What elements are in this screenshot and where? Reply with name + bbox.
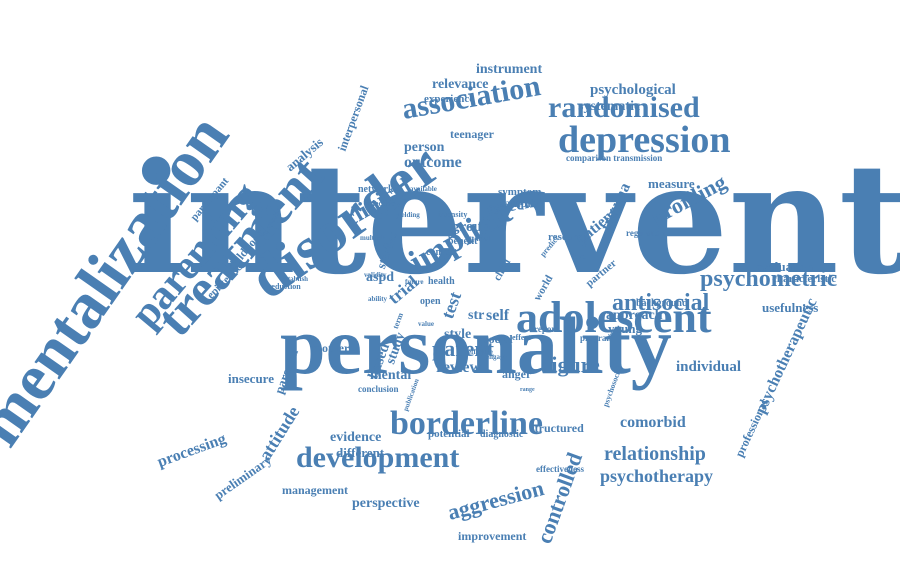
cloud-word: aggression	[445, 477, 546, 524]
cloud-word: general	[468, 236, 490, 243]
cloud-word: effect	[512, 334, 531, 342]
cloud-word: background	[636, 299, 688, 309]
cloud-word: validity	[364, 272, 387, 279]
cloud-word: comparison transmission	[566, 154, 662, 163]
cloud-word: comorbid	[620, 415, 686, 431]
cloud-word: review	[436, 360, 481, 376]
cloud-word: group	[452, 220, 490, 235]
cloud-word: mother	[312, 342, 349, 354]
cloud-word: potential	[428, 429, 470, 440]
cloud-word: management	[282, 484, 348, 496]
cloud-word: program	[580, 334, 614, 343]
cloud-word: range	[520, 387, 535, 393]
cloud-word: ability	[368, 296, 387, 303]
cloud-word: outcome	[404, 155, 462, 171]
cloud-word: anger	[502, 368, 531, 380]
cloud-word: improvement	[458, 530, 526, 542]
cloud-word: social	[484, 333, 513, 345]
cloud-word: future	[405, 279, 424, 286]
cloud-word: characteristic	[772, 274, 836, 285]
cloud-word: teenager	[450, 128, 494, 140]
cloud-word: relevance	[432, 78, 489, 92]
cloud-word: intensity	[438, 211, 467, 219]
cloud-word: selective	[366, 200, 394, 208]
cloud-word: value	[418, 321, 434, 328]
cloud-word: insecure	[228, 372, 274, 385]
cloud-word: health	[428, 277, 455, 287]
cloud-word: instrument	[476, 63, 542, 77]
cloud-word: network	[358, 185, 394, 195]
cloud-word: sample	[500, 197, 536, 209]
cloud-word: context	[426, 248, 457, 258]
cloud-word: conclusion	[358, 385, 399, 394]
cloud-word: systematic	[578, 100, 640, 114]
cloud-word: diagnostic	[480, 430, 523, 440]
cloud-word: evaluation	[756, 260, 814, 273]
cloud-word: figure	[544, 354, 600, 376]
cloud-word: experience	[424, 94, 474, 105]
cloud-word: level	[572, 253, 588, 261]
cloud-word: preliminary	[212, 453, 274, 502]
cloud-word: regulation	[626, 229, 665, 238]
cloud-word: reduction	[268, 283, 301, 291]
cloud-word: style	[444, 328, 471, 342]
cloud-word: effective	[468, 349, 493, 356]
cloud-word: professional	[733, 398, 770, 459]
cloud-word: available	[410, 186, 437, 193]
cloud-word: individual	[676, 360, 741, 375]
cloud-word: effectiveness	[536, 465, 584, 474]
cloud-word: open	[420, 297, 441, 307]
cloud-word: multiple	[360, 235, 385, 242]
cloud-word: relationship	[604, 444, 706, 464]
cloud-word: evidence	[330, 431, 381, 445]
cloud-word: measure	[648, 177, 695, 190]
cloud-word: yielding	[396, 212, 420, 219]
cloud-word: structured	[530, 422, 584, 434]
cloud-word: str	[468, 309, 484, 323]
cloud-word: psychological	[590, 83, 676, 98]
cloud-word: different	[336, 446, 384, 459]
cloud-word: person	[404, 141, 444, 155]
cloud-word: perspective	[352, 497, 420, 511]
cloud-word: report	[534, 325, 558, 334]
cloud-word: psychotherapy	[600, 467, 713, 485]
cloud-word: self	[486, 308, 509, 324]
cloud-word: processing	[156, 431, 229, 471]
